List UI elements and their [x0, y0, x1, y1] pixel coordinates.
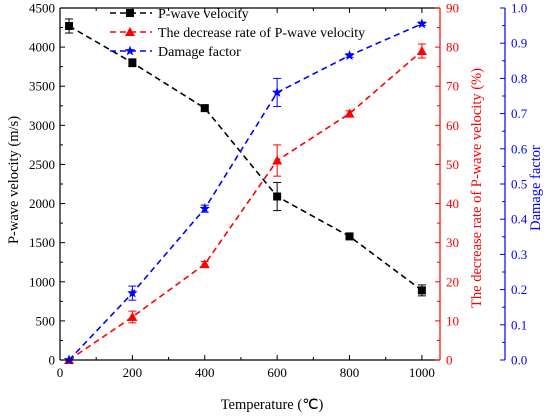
data-point-p-wave-velocity [417, 286, 426, 295]
data-point-damage-factor [344, 50, 355, 60]
legend-label-damage-factor: Damage factor [158, 45, 241, 60]
series-line-the-decrease-rate-of-p-wave-velocity [68, 50, 423, 361]
x-tick-label: 600 [267, 365, 287, 380]
right2-y-tick-label: 0.8 [511, 71, 527, 86]
data-point-the-decrease-rate-of-p-wave-velocity [199, 259, 210, 269]
right2-y-tick-label: 0.5 [511, 177, 527, 192]
x-tick-label: 0 [57, 365, 64, 380]
series-line-damage-factor [68, 23, 423, 361]
data-point-the-decrease-rate-of-p-wave-velocity [127, 311, 138, 321]
right2-y-tick-label: 0.6 [511, 141, 528, 156]
x-tick-label: 1000 [409, 365, 435, 380]
legend-entry-damage-factor: Damage factor [110, 45, 241, 60]
series-line-p-wave-velocity [68, 25, 423, 292]
right1-y-tick-label: 50 [446, 157, 459, 172]
right1-y-tick-label: 20 [446, 274, 459, 289]
right2-y-tick-label: 1.0 [511, 1, 527, 16]
data-point-p-wave-velocity [65, 21, 74, 30]
left-y-tick-label: 3500 [29, 79, 55, 94]
axes-layer: 0 200 400 600 800 100005001000150020002500300… [29, 1, 528, 381]
x-tick-label: 200 [123, 365, 143, 380]
x-tick-label: 400 [195, 365, 215, 380]
right2-y-tick-label: 0.2 [511, 282, 527, 297]
legend: P-wave velocity The decrease rate of P-w… [110, 7, 365, 60]
legend-entry-p-wave-velocity: P-wave velocity [110, 7, 249, 22]
data-point-damage-factor [271, 86, 283, 97]
data-point-the-decrease-rate-of-p-wave-velocity [272, 155, 283, 165]
right2-y-tick-label: 0.1 [511, 317, 527, 332]
right1-y-tick-label: 80 [446, 40, 459, 55]
right1-y-tick-label: 0 [446, 353, 453, 368]
right2-y-tick-label: 0.0 [511, 353, 527, 368]
right1-y-tick-label: 60 [446, 118, 459, 133]
right2-y-tick-label: 0.9 [511, 36, 527, 51]
left-y-tick-label: 0 [49, 353, 56, 368]
left-y-tick-label: 4000 [29, 40, 55, 55]
left-y-tick-label: 1000 [29, 274, 55, 289]
left-y-tick-label: 3000 [29, 118, 55, 133]
series-damage-factor [63, 18, 428, 365]
series-layer [63, 18, 428, 365]
left-y-tick-label: 2000 [29, 196, 55, 211]
data-point-damage-factor [416, 18, 428, 29]
left-y-tick-label: 4500 [29, 1, 55, 16]
data-point-p-wave-velocity [345, 232, 354, 241]
legend-label-decrease-rate: The decrease rate of P-wave velocity [158, 26, 365, 41]
right1-y-tick-label: 10 [446, 313, 459, 328]
data-point-p-wave-velocity [200, 104, 209, 113]
right2-y-tick-label: 0.7 [511, 106, 528, 121]
data-point-damage-factor [199, 203, 210, 214]
data-point-p-wave-velocity [273, 192, 282, 201]
legend-label-p-wave-velocity: P-wave velocity [158, 7, 249, 22]
left-y-tick-label: 2500 [29, 157, 55, 172]
right2-y-tick-label: 0.4 [511, 212, 528, 227]
right2-y-tick-label: 0.3 [511, 247, 527, 262]
right1-y-tick-label: 40 [446, 196, 459, 211]
legend-entry-decrease-rate: The decrease rate of P-wave velocity [110, 26, 365, 41]
data-point-p-wave-velocity [128, 58, 137, 67]
series-p-wave-velocity [65, 18, 426, 297]
right1-y-tick-label: 70 [446, 79, 459, 94]
series-the-decrease-rate-of-p-wave-velocity [64, 43, 427, 364]
right-y-axis-title-decrease-rate: The decrease rate of P-wave velocity (%) [469, 68, 485, 308]
right1-y-tick-label: 90 [446, 1, 459, 16]
left-y-tick-label: 1500 [29, 235, 55, 250]
right-y-axis-title-damage-factor: Damage factor [528, 145, 544, 231]
left-y-axis-title: P-wave velocity (m/s) [6, 116, 22, 244]
right1-y-tick-label: 30 [446, 235, 459, 250]
x-axis-title: Temperature (℃) [221, 397, 324, 413]
x-tick-label: 800 [340, 365, 360, 380]
data-point-the-decrease-rate-of-p-wave-velocity [344, 108, 355, 118]
data-point-damage-factor [127, 287, 138, 298]
left-y-tick-label: 500 [36, 313, 56, 328]
data-point-the-decrease-rate-of-p-wave-velocity [416, 46, 427, 56]
